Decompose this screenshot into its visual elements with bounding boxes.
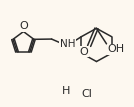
Text: Cl: Cl	[81, 89, 92, 99]
Text: H: H	[62, 86, 70, 97]
Text: NH: NH	[60, 39, 75, 49]
Text: O: O	[80, 47, 88, 56]
Text: OH: OH	[107, 44, 124, 54]
Text: O: O	[19, 21, 28, 31]
